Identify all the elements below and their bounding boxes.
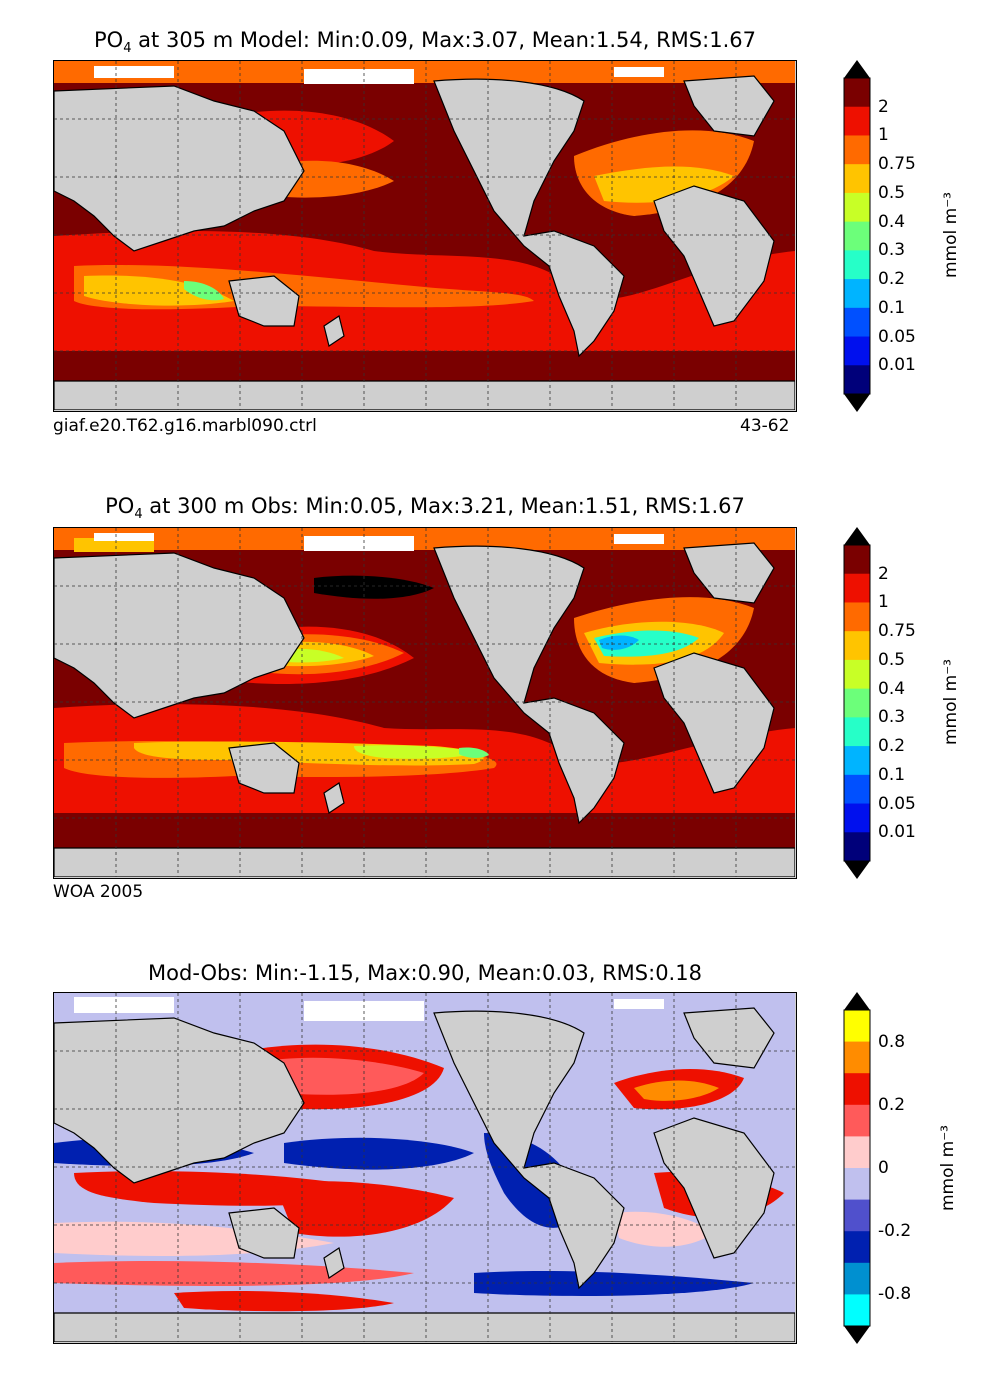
colorbar-tick-label: 0.75 — [878, 621, 916, 642]
colorbar-tick-label: 0 — [878, 1158, 889, 1178]
colorbar-tick-label: 0.8 — [878, 1031, 906, 1052]
colorbar-segment — [844, 573, 870, 603]
obs-footer-left: WOA 2005 — [53, 882, 144, 902]
diff-colorbar — [843, 992, 871, 1344]
colorbar-segment — [844, 746, 870, 776]
colorbar-segment — [844, 774, 870, 805]
colorbar-segment — [844, 192, 870, 223]
model-title: PO4 at 305 m Model: Min:0.09, Max:3.07, … — [94, 28, 756, 57]
colorbar-tick-label: 2 — [878, 563, 889, 584]
model-colorbar-units: mmol m⁻³ — [941, 192, 961, 278]
colorbar-border — [843, 544, 871, 862]
model-footer-left: giaf.e20.T62.g16.marbl090.ctrl — [53, 416, 317, 436]
colorbar-segment — [844, 803, 870, 833]
colorbar-tick-label: 0.01 — [878, 822, 916, 843]
colorbar-tick-label: 0.5 — [878, 182, 906, 203]
colorbar-segment — [844, 250, 870, 280]
colorbar-svg — [843, 992, 871, 1344]
colorbar-border — [843, 77, 871, 395]
colorbar-segment — [844, 1294, 870, 1327]
colorbar-tick-label: 0.75 — [878, 154, 916, 175]
diff-title: Mod-Obs: Min:-1.15, Max:0.90, Mean:0.03,… — [148, 961, 702, 985]
colorbar-segment — [844, 1041, 870, 1074]
colorbar-segment — [844, 1168, 870, 1201]
colorbar-tick-label: 0.05 — [878, 326, 916, 347]
model-footer-right: 43-62 — [740, 416, 790, 436]
colorbar-top-extend — [844, 60, 870, 78]
colorbar-segment — [844, 1010, 870, 1043]
colorbar-svg — [843, 60, 871, 412]
colorbar-tick-label: 0.05 — [878, 793, 916, 814]
colorbar-tick-label: 0.2 — [878, 1094, 906, 1115]
colorbar-segment — [844, 78, 870, 108]
diff-colorbar-units: mmol m⁻³ — [938, 1125, 958, 1211]
model-colorbar — [843, 60, 871, 412]
colorbar-segment — [844, 659, 870, 690]
colorbar-segment — [844, 1262, 870, 1295]
colorbar-segment — [844, 221, 870, 251]
model-map — [53, 60, 797, 412]
colorbar-segment — [844, 365, 870, 395]
colorbar-tick-label: 0.1 — [878, 764, 906, 785]
colorbar-svg — [843, 527, 871, 879]
colorbar-tick-label: 1 — [878, 592, 889, 613]
colorbar-tick-label: 0.4 — [878, 211, 906, 232]
colorbar-tick-label: 0.1 — [878, 297, 906, 318]
colorbar-segment — [844, 1073, 870, 1106]
colorbar-tick-label: -0.2 — [878, 1221, 912, 1242]
colorbar-segment — [844, 688, 870, 718]
colorbar-tick-label: 1 — [878, 125, 889, 146]
colorbar-bottom-extend — [844, 394, 870, 412]
diff-map — [53, 992, 797, 1344]
colorbar-segment — [844, 1136, 870, 1169]
colorbar-segment — [844, 631, 870, 661]
colorbar-segment — [844, 279, 870, 309]
colorbar-bottom-extend — [844, 1326, 870, 1344]
colorbar-tick-label: 0.4 — [878, 678, 906, 699]
colorbar-segment — [844, 1231, 870, 1264]
colorbar-segment — [844, 602, 870, 632]
colorbar-segment — [844, 106, 870, 136]
colorbar-top-extend — [844, 992, 870, 1010]
colorbar-bottom-extend — [844, 861, 870, 879]
colorbar-segment — [844, 832, 870, 862]
colorbar-tick-label: 0.3 — [878, 240, 906, 261]
obs-colorbar-units: mmol m⁻³ — [941, 659, 961, 745]
obs-title: PO4 at 300 m Obs: Min:0.05, Max:3.21, Me… — [105, 494, 745, 523]
colorbar-tick-label: 0.2 — [878, 269, 906, 290]
colorbar-top-extend — [844, 527, 870, 545]
colorbar-segment — [844, 307, 870, 338]
colorbar-tick-label: 2 — [878, 96, 889, 117]
colorbar-segment — [844, 164, 870, 194]
colorbar-border — [843, 1009, 871, 1327]
colorbar-segment — [844, 1199, 870, 1232]
obs-map — [53, 527, 797, 879]
colorbar-tick-label: 0.3 — [878, 707, 906, 728]
colorbar-tick-label: -0.8 — [878, 1284, 912, 1305]
colorbar-tick-label: 0.01 — [878, 355, 916, 376]
colorbar-tick-label: 0.2 — [878, 736, 906, 757]
obs-colorbar — [843, 527, 871, 879]
colorbar-segment — [844, 717, 870, 747]
colorbar-segment — [844, 545, 870, 575]
colorbar-tick-label: 0.5 — [878, 649, 906, 670]
colorbar-segment — [844, 1104, 870, 1137]
colorbar-segment — [844, 135, 870, 165]
colorbar-segment — [844, 336, 870, 366]
